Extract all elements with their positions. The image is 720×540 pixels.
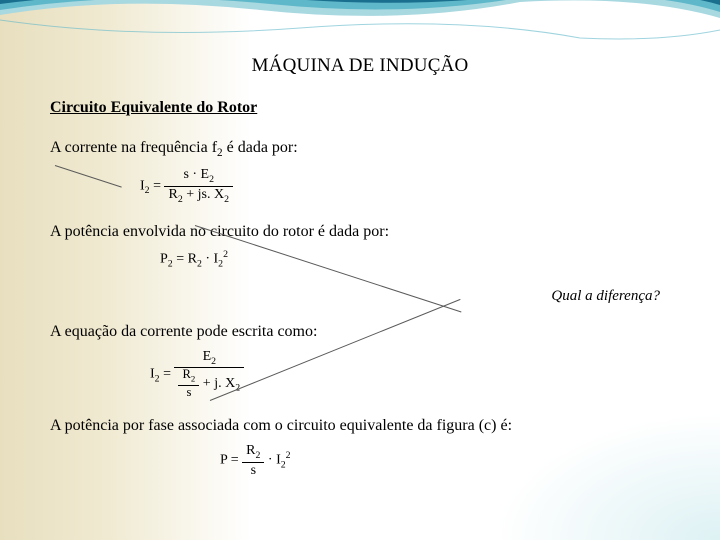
section-subtitle: Circuito Equivalente do Rotor bbox=[50, 99, 670, 117]
formula-i2-first: I2 = s · E2 R2 + js. X2 bbox=[140, 167, 670, 205]
slide-content: MÁQUINA DE INDUÇÃO Circuito Equivalente … bbox=[0, 0, 720, 516]
formula-p-final: P = R2 s · I22 bbox=[220, 443, 670, 478]
paragraph-4: A potência por fase associada com o circ… bbox=[50, 417, 670, 435]
p1-post: é dada por: bbox=[223, 139, 298, 156]
callout-question: Qual a diferença? bbox=[50, 288, 660, 305]
formula-p2: P2 = R2 · I22 bbox=[160, 249, 670, 269]
p1-pre: A corrente na frequência f bbox=[50, 139, 217, 156]
paragraph-1: A corrente na frequência f2 é dada por: bbox=[50, 139, 670, 159]
page-title: MÁQUINA DE INDUÇÃO bbox=[50, 55, 670, 77]
paragraph-2: A potência envolvida no circuito do roto… bbox=[50, 223, 670, 241]
